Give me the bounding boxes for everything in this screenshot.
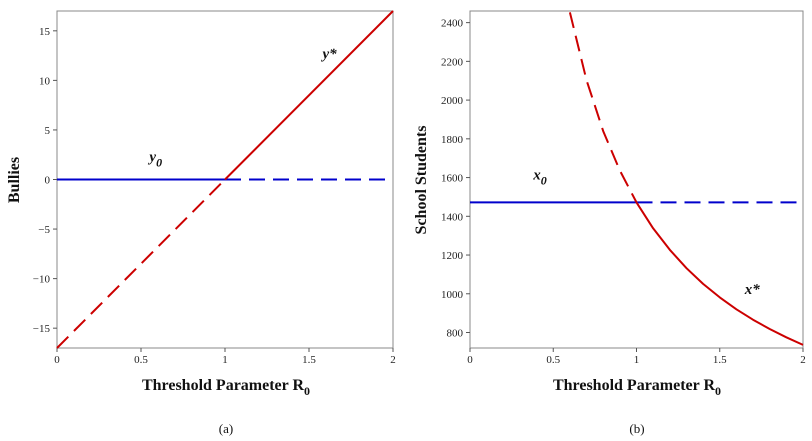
x-tick-label-a-1: 0.5 bbox=[134, 354, 148, 366]
y-tick-label-b-5: 1800 bbox=[441, 134, 464, 146]
annotations-b: x0 x* bbox=[532, 168, 760, 298]
series-line-a-y-star-dashed bbox=[56, 178, 226, 349]
y-tick-label-b-8: 2400 bbox=[441, 18, 464, 30]
y-tick-label-a-1: −10 bbox=[33, 274, 51, 286]
y-tick-label-b-1: 1000 bbox=[441, 289, 464, 301]
series-line-a-y-star-solid bbox=[224, 10, 394, 181]
chart-a: 0 0.5 1 1.5 2 −15 −10 −5 0 5 10 15 y0 y* Threshold P… bbox=[6, 10, 396, 436]
x-tick-label-a-2: 1 bbox=[222, 354, 228, 366]
x-tick-label-b-1: 0.5 bbox=[546, 354, 560, 366]
caption-b: (b) bbox=[629, 421, 644, 436]
y-tick-label-b-7: 2200 bbox=[441, 56, 464, 68]
series-line-b-x-star-dashed bbox=[568, 12, 638, 203]
y-tick-label-b-6: 2000 bbox=[441, 95, 464, 107]
y-tick-label-a-2: −5 bbox=[38, 224, 50, 236]
x-tick-label-a-3: 1.5 bbox=[302, 354, 316, 366]
annotation-a-0: y0 bbox=[147, 150, 162, 170]
series-a bbox=[56, 10, 394, 349]
x-tick-label-a-4: 2 bbox=[390, 354, 396, 366]
caption-a: (a) bbox=[219, 421, 233, 436]
series-line-b-x-star-solid bbox=[635, 201, 804, 346]
x-axis-label-a: Threshold Parameter R0 bbox=[142, 377, 310, 398]
y-axis-label-a: Bullies bbox=[6, 157, 23, 203]
annotations-a: y0 y* bbox=[147, 47, 337, 170]
y-tick-label-a-3: 0 bbox=[45, 175, 51, 187]
x-axis-label-b: Threshold Parameter R0 bbox=[553, 377, 721, 398]
chart-b: 0 0.5 1 1.5 2 800 1000 1200 1400 1600 1800 2000 2200… bbox=[413, 10, 806, 436]
y-tick-label-b-3: 1400 bbox=[441, 211, 464, 223]
series-b bbox=[470, 12, 804, 346]
y-tick-label-a-6: 15 bbox=[39, 26, 51, 38]
annotation-a-1: y* bbox=[320, 47, 337, 63]
y-tick-label-b-0: 800 bbox=[447, 328, 464, 340]
y-tick-label-a-4: 5 bbox=[45, 125, 51, 137]
y-tick-label-a-0: −15 bbox=[33, 323, 51, 335]
x-tick-label-b-0: 0 bbox=[467, 354, 473, 366]
x-tick-label-b-3: 1.5 bbox=[713, 354, 727, 366]
x-tick-label-b-4: 2 bbox=[800, 354, 806, 366]
y-tick-label-a-5: 10 bbox=[39, 75, 51, 87]
annotation-b-0: x0 bbox=[532, 168, 547, 188]
y-axis-label-b: School Students bbox=[413, 126, 430, 235]
annotation-b-1: x* bbox=[744, 282, 761, 298]
x-tick-label-a-0: 0 bbox=[54, 354, 60, 366]
y-tick-label-b-2: 1200 bbox=[441, 250, 464, 262]
ticks-b: 0 0.5 1 1.5 2 800 1000 1200 1400 1600 1800 2000 2200… bbox=[441, 18, 806, 366]
y-tick-label-b-4: 1600 bbox=[441, 173, 464, 185]
ticks-a: 0 0.5 1 1.5 2 −15 −10 −5 0 5 10 15 bbox=[33, 26, 396, 366]
x-tick-label-b-2: 1 bbox=[634, 354, 640, 366]
